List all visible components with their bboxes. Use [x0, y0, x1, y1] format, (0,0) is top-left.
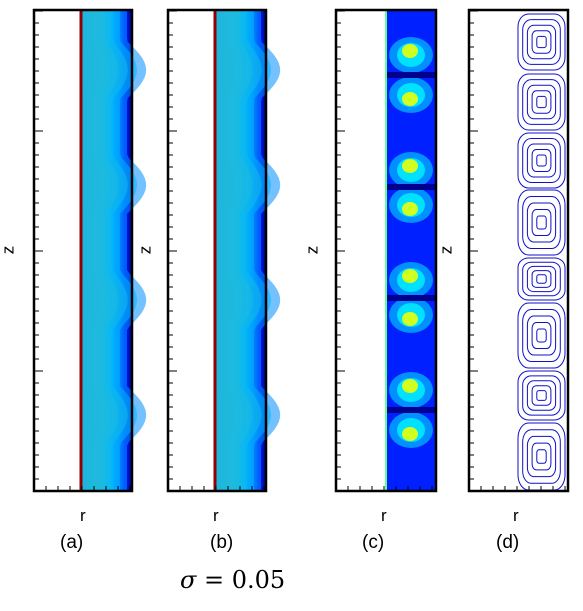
cell-boundary [386, 295, 436, 301]
streamline [517, 13, 566, 71]
contour-plot-b [213, 10, 281, 491]
streamline [522, 19, 561, 65]
streamline [536, 35, 547, 49]
streamline-plot-d [517, 13, 566, 491]
cell-boundary [386, 184, 436, 190]
streamline [522, 196, 561, 249]
cell-contour-inner [402, 202, 418, 216]
streamline [536, 390, 547, 401]
caption-d: (d) [496, 532, 520, 553]
sigma-value: = 0.05 [196, 566, 286, 594]
streamline [536, 449, 547, 464]
sigma-symbol: σ [180, 566, 197, 594]
r-axis-label-a: r [80, 506, 86, 525]
streamline [526, 143, 557, 178]
streamline [517, 189, 566, 256]
r-axis-label-d: r [513, 506, 519, 525]
streamline [526, 435, 557, 478]
panel-d [467, 8, 570, 493]
streamline [526, 380, 557, 411]
cell-boundary [386, 407, 436, 413]
streamline [522, 261, 561, 297]
contour-plot-a [79, 10, 147, 491]
cell-boundary [386, 72, 436, 78]
cell-contour-inner [402, 427, 418, 441]
axis-ticks-d [468, 10, 566, 492]
streamline [522, 138, 561, 183]
caption-a: (a) [60, 532, 84, 553]
streamline [536, 274, 547, 284]
cell-contour-plot-c [385, 10, 436, 491]
z-axis-label-d: z [436, 245, 456, 255]
caption-c: (c) [362, 532, 385, 553]
streamline [536, 328, 547, 343]
contour-band [81, 10, 147, 491]
streamline [517, 370, 566, 421]
r-axis-label-b: r [213, 506, 219, 525]
cell-contour-inner [402, 44, 418, 58]
z-axis-label-c: z [302, 245, 322, 255]
streamline [526, 315, 557, 356]
streamline [531, 209, 552, 236]
cell-contour-inner [402, 269, 418, 283]
cell-contour-inner [402, 379, 418, 393]
streamline [517, 257, 566, 301]
r-axis-label-c: r [381, 506, 387, 525]
streamline [526, 24, 557, 60]
streamline [531, 30, 552, 54]
panel-c [334, 8, 438, 493]
contour-band [215, 10, 281, 491]
streamline [517, 302, 566, 369]
streamline [531, 270, 552, 288]
caption-b: (b) [210, 532, 234, 553]
panel-b [166, 8, 281, 493]
streamline [526, 265, 557, 293]
panel-a [32, 8, 147, 493]
streamline [526, 202, 557, 243]
axis-ticks-b [167, 10, 265, 492]
streamline [531, 149, 552, 172]
streamline [531, 385, 552, 406]
streamline [522, 375, 561, 416]
cell-contour-inner [402, 312, 418, 326]
cell-contour-inner [402, 159, 418, 173]
streamline [517, 132, 566, 189]
axis-ticks-a [33, 10, 131, 492]
z-axis-label-b: z [135, 245, 155, 255]
streamline [531, 442, 552, 471]
streamline [522, 309, 561, 362]
z-axis-label-a: z [0, 245, 18, 255]
streamline [531, 90, 552, 114]
streamline [522, 79, 561, 125]
sigma-formula: σ = 0.05 [180, 566, 285, 594]
streamline [531, 322, 552, 349]
cell-contour-inner [402, 92, 418, 106]
streamline [517, 73, 566, 131]
streamline [536, 95, 547, 109]
streamline [526, 84, 557, 120]
streamline [536, 154, 547, 167]
streamline [522, 429, 561, 484]
streamline [536, 215, 547, 230]
axis-ticks-c [335, 10, 433, 492]
